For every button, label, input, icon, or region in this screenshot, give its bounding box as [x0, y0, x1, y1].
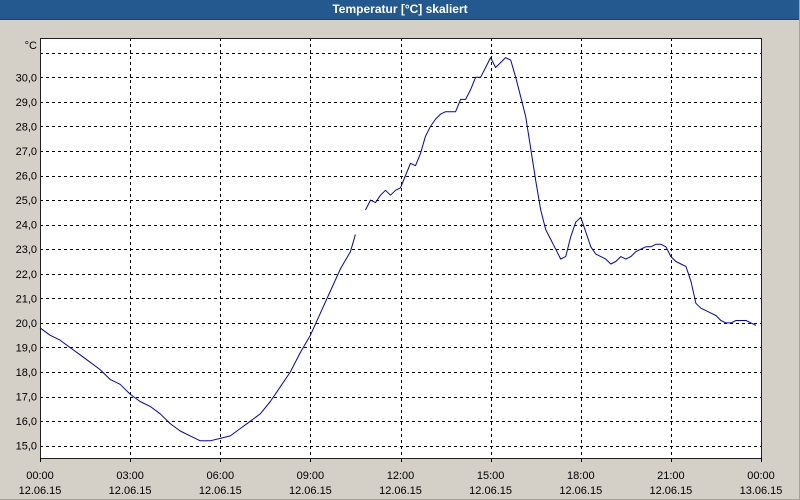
y-tick-label: 30,0 [16, 72, 37, 84]
x-tick-label-time: 09:00 [297, 470, 325, 482]
y-tick-label: 20,0 [16, 318, 37, 330]
x-tick-label-time: 00:00 [26, 470, 54, 482]
x-tick-label-time: 06:00 [207, 470, 235, 482]
x-tick-label-date: 13.06.15 [740, 485, 783, 497]
x-tick-label-time: 21:00 [657, 470, 685, 482]
y-tick-label: 23,0 [16, 244, 37, 256]
x-tick-label-time: 12:00 [387, 470, 415, 482]
y-tick-label: 19,0 [16, 343, 37, 355]
y-tick-label: 17,0 [16, 392, 37, 404]
y-tick-label: 16,0 [16, 416, 37, 428]
x-tick-label-date: 12.06.15 [289, 485, 332, 497]
x-tick-label-date: 12.06.15 [649, 485, 692, 497]
y-tick-label: 22,0 [16, 269, 37, 281]
y-tick-label: 25,0 [16, 195, 37, 207]
grid-lines [40, 38, 761, 458]
x-tick-label-date: 12.06.15 [109, 485, 152, 497]
series-line [39, 57, 757, 442]
x-tick-label-date: 12.06.15 [559, 485, 602, 497]
x-tick-label-date: 12.06.15 [199, 485, 242, 497]
y-tick-label: 28,0 [16, 121, 37, 133]
y-tick-label: 26,0 [16, 171, 37, 183]
x-tick-label-time: 00:00 [747, 470, 775, 482]
x-tick-label-date: 12.06.15 [469, 485, 512, 497]
y-tick-label: 15,0 [16, 441, 37, 453]
x-axis: 00:00 12.06.15 03:00 12.06.15 06:00 12.06.15 0… [19, 458, 783, 497]
y-tick-label: 29,0 [16, 97, 37, 109]
series-layer [39, 57, 757, 442]
chart-title: Temperatur [°C] skaliert [332, 2, 468, 16]
y-tick-label: 27,0 [16, 146, 37, 158]
x-tick-label-time: 15:00 [477, 470, 505, 482]
y-tick-label: 24,0 [16, 220, 37, 232]
y-axis: 15,0 16,0 17,0 18,0 19,0 20,0 21,0 22,0 23,0 24,0… [16, 72, 37, 452]
y-axis-unit-label: °C [25, 40, 37, 52]
x-tick-label-time: 18:00 [567, 470, 595, 482]
y-tick-label: 18,0 [16, 367, 37, 379]
x-tick-label-date: 12.06.15 [379, 485, 422, 497]
title-bar: Temperatur [°C] skaliert [0, 0, 799, 20]
x-tick-label-time: 03:00 [116, 470, 144, 482]
y-tick-label: 21,0 [16, 293, 37, 305]
x-tick-label-date: 12.06.15 [19, 485, 62, 497]
